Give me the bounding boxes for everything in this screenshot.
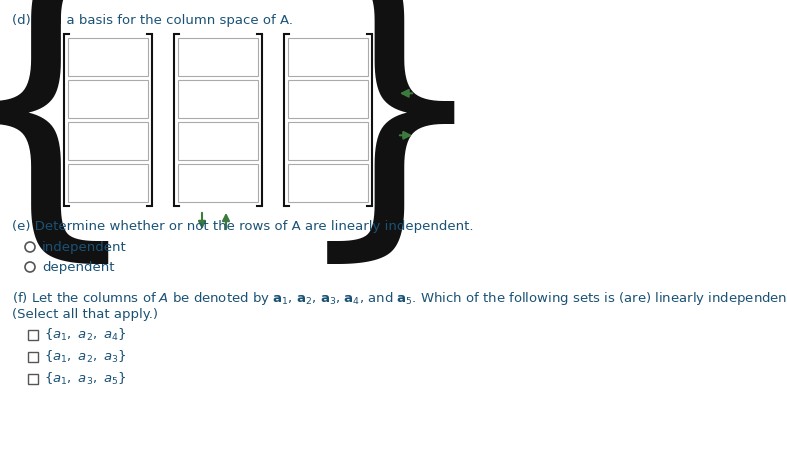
Bar bbox=[28, 352, 38, 362]
Text: (f) Let the columns of $A$ be denoted by $\mathbf{a}_1$, $\mathbf{a}_2$, $\mathb: (f) Let the columns of $A$ be denoted by… bbox=[12, 290, 787, 307]
Text: (Select all that apply.): (Select all that apply.) bbox=[12, 308, 158, 321]
Text: $\{a_1,\ a_3,\ a_5\}$: $\{a_1,\ a_3,\ a_5\}$ bbox=[44, 371, 127, 387]
Text: (d) Find a basis for the column space of A.: (d) Find a basis for the column space of… bbox=[12, 14, 293, 27]
Text: $\{a_1,\ a_2,\ a_3\}$: $\{a_1,\ a_2,\ a_3\}$ bbox=[44, 349, 127, 365]
Text: independent: independent bbox=[42, 241, 127, 254]
Bar bbox=[288, 80, 368, 118]
Text: }: } bbox=[286, 0, 496, 279]
Text: {: { bbox=[0, 0, 150, 279]
Bar bbox=[178, 38, 258, 76]
Bar bbox=[288, 164, 368, 202]
Text: (e) Determine whether or not the rows of A are linearly independent.: (e) Determine whether or not the rows of… bbox=[12, 220, 474, 233]
Bar bbox=[68, 164, 148, 202]
Bar bbox=[28, 330, 38, 340]
Bar bbox=[68, 38, 148, 76]
Text: $\{a_1,\ a_2,\ a_4\}$: $\{a_1,\ a_2,\ a_4\}$ bbox=[44, 327, 127, 343]
Bar bbox=[288, 38, 368, 76]
Bar bbox=[178, 80, 258, 118]
Bar bbox=[68, 80, 148, 118]
Text: dependent: dependent bbox=[42, 261, 114, 274]
Bar bbox=[288, 122, 368, 160]
Bar bbox=[178, 164, 258, 202]
Bar bbox=[178, 122, 258, 160]
Bar bbox=[68, 122, 148, 160]
Bar bbox=[28, 374, 38, 384]
